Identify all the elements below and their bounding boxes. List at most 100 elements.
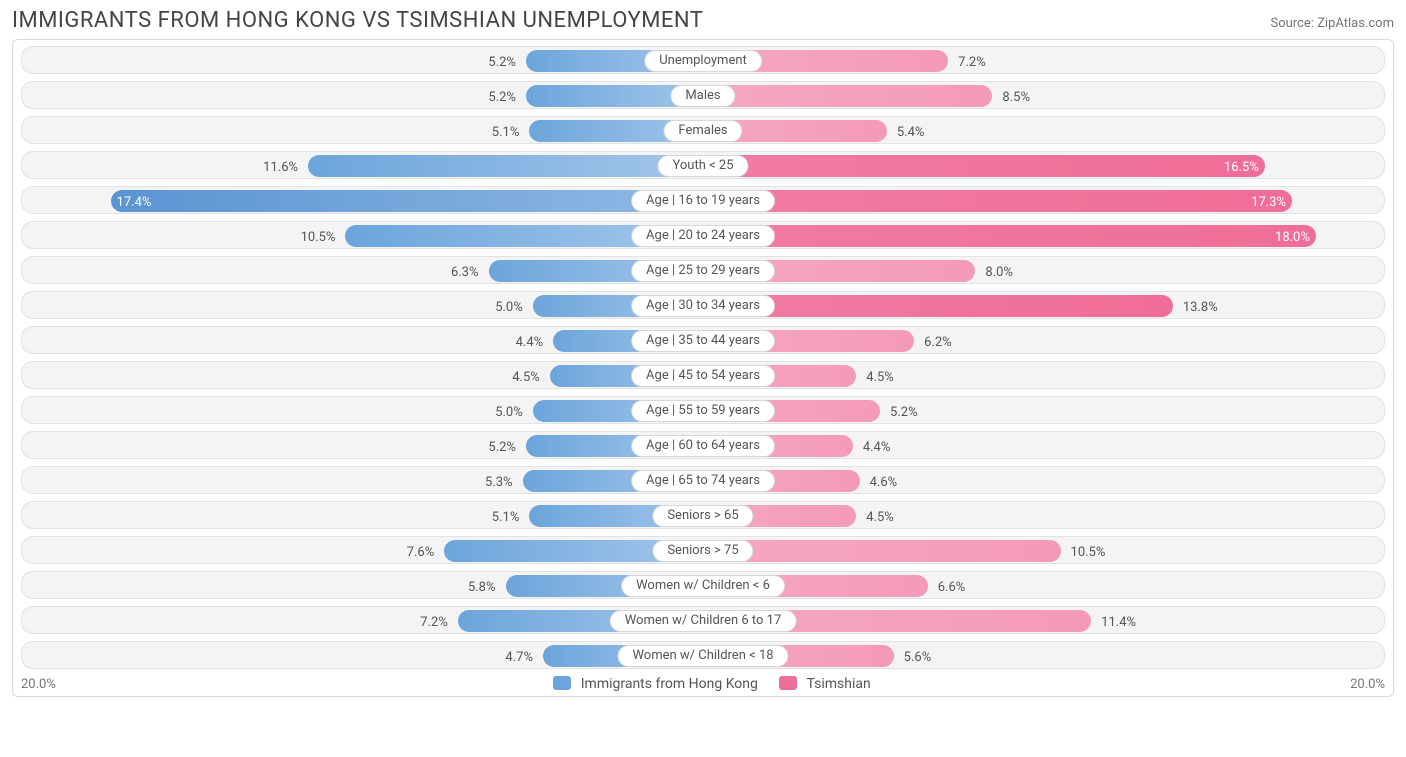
chart-rows-container: 5.2%7.2%Unemployment5.2%8.5%Males5.1%5.4… (21, 46, 1385, 669)
row-left-half: 7.2% (22, 607, 703, 633)
bar-left: 17.4% (111, 190, 703, 212)
row-right-half: 4.5% (703, 362, 1384, 388)
bar-left: 11.6% (308, 155, 703, 177)
axis-max-left: 20.0% (21, 677, 81, 692)
category-label: Age | 65 to 74 years (631, 470, 775, 492)
value-label-right: 8.5% (992, 88, 1030, 108)
category-label: Age | 60 to 64 years (631, 435, 775, 457)
category-label: Women w/ Children < 18 (617, 645, 788, 667)
chart-row: 7.6%10.5%Seniors > 75 (21, 536, 1385, 564)
value-label-left: 5.3% (485, 473, 523, 493)
row-right-half: 6.6% (703, 572, 1384, 598)
chart-row: 5.3% 4.6% Age | 65 to 74 years (21, 466, 1385, 494)
value-label-right: 16.5% (1224, 158, 1259, 178)
row-right-half: 18.0% (703, 222, 1384, 248)
category-label: Males (670, 85, 735, 107)
row-right-half: 10.5% (703, 537, 1384, 563)
value-label-left: 11.6% (263, 158, 308, 178)
bar-right: 17.3% (703, 190, 1292, 212)
value-label-right: 8.0% (975, 263, 1013, 283)
row-right-half: 8.0% (703, 257, 1384, 283)
chart-row: 5.2%8.5%Males (21, 81, 1385, 109)
row-right-half: 8.5% (703, 82, 1384, 108)
legend-swatch-left (553, 676, 571, 690)
legend-swatch-right (779, 676, 797, 690)
row-left-half: 6.3% (22, 257, 703, 283)
value-label-left: 5.0% (495, 298, 533, 318)
row-left-half: 5.0% (22, 292, 703, 318)
chart-header: IMMIGRANTS FROM HONG KONG VS TSIMSHIAN U… (12, 8, 1394, 33)
row-right-half: 5.6% (703, 642, 1384, 668)
row-right-half: 13.8% (703, 292, 1384, 318)
axis-max-right: 20.0% (1325, 677, 1385, 692)
category-label: Age | 45 to 54 years (631, 365, 775, 387)
legend-label-right: Tsimshian (807, 676, 871, 692)
value-label-left: 5.2% (488, 438, 526, 458)
row-right-half: 5.2% (703, 397, 1384, 423)
category-label: Age | 20 to 24 years (631, 225, 775, 247)
row-left-half: 11.6% (22, 152, 703, 178)
category-label: Women w/ Children 6 to 17 (610, 610, 797, 632)
value-label-left: 4.5% (512, 368, 550, 388)
value-label-left: 7.2% (420, 613, 458, 633)
value-label-right: 5.6% (894, 648, 932, 668)
value-label-right: 4.6% (860, 473, 898, 493)
chart-row: 11.6% 16.5% Youth < 25 (21, 151, 1385, 179)
row-left-half: 5.0% (22, 397, 703, 423)
value-label-right: 7.2% (948, 53, 986, 73)
row-left-half: 17.4% (22, 187, 703, 213)
chart-row: 5.1%5.4%Females (21, 116, 1385, 144)
bar-right: 10.5% (703, 540, 1061, 562)
value-label-left: 7.6% (407, 543, 445, 563)
value-label-left: 5.2% (488, 88, 526, 108)
row-right-half: 16.5% (703, 152, 1384, 178)
row-left-half: 5.2% (22, 47, 703, 73)
value-label-left: 4.4% (516, 333, 554, 353)
row-left-half: 5.8% (22, 572, 703, 598)
value-label-left: 5.1% (492, 508, 530, 528)
chart-footer: 20.0% Immigrants from Hong Kong Tsimshia… (21, 676, 1385, 692)
category-label: Age | 16 to 19 years (631, 190, 775, 212)
value-label-right: 11.4% (1091, 613, 1136, 633)
category-label: Youth < 25 (657, 155, 748, 177)
value-label-right: 6.2% (914, 333, 952, 353)
value-label-left: 17.4% (117, 193, 152, 213)
row-right-half: 5.4% (703, 117, 1384, 143)
chart-row: 4.5% 4.5% Age | 45 to 54 years (21, 361, 1385, 389)
bar-right: 8.5% (703, 85, 992, 107)
chart-row: 4.7% 5.6% Women w/ Children < 18 (21, 641, 1385, 669)
row-left-half: 10.5% (22, 222, 703, 248)
chart-row: 5.8% 6.6% Women w/ Children < 6 (21, 571, 1385, 599)
row-right-half: 4.6% (703, 467, 1384, 493)
chart-row: 5.0%5.2%Age | 55 to 59 years (21, 396, 1385, 424)
bar-right: 18.0% (703, 225, 1316, 247)
row-right-half: 11.4% (703, 607, 1384, 633)
category-label: Age | 25 to 29 years (631, 260, 775, 282)
value-label-left: 4.7% (505, 648, 543, 668)
value-label-left: 5.0% (495, 403, 533, 423)
diverging-bar-chart: 5.2%7.2%Unemployment5.2%8.5%Males5.1%5.4… (12, 39, 1394, 697)
row-left-half: 5.3% (22, 467, 703, 493)
value-label-right: 5.2% (880, 403, 918, 423)
value-label-left: 5.1% (492, 123, 530, 143)
legend-label-left: Immigrants from Hong Kong (581, 676, 758, 692)
category-label: Unemployment (644, 50, 762, 72)
row-left-half: 4.7% (22, 642, 703, 668)
chart-row: 5.1%4.5%Seniors > 65 (21, 501, 1385, 529)
value-label-left: 10.5% (301, 228, 346, 248)
chart-source: Source: ZipAtlas.com (1270, 16, 1394, 31)
value-label-right: 4.5% (856, 368, 894, 388)
value-label-right: 6.6% (928, 578, 966, 598)
row-right-half: 6.2% (703, 327, 1384, 353)
row-left-half: 7.6% (22, 537, 703, 563)
row-left-half: 4.5% (22, 362, 703, 388)
row-left-half: 4.4% (22, 327, 703, 353)
value-label-right: 13.8% (1173, 298, 1218, 318)
value-label-left: 5.8% (468, 578, 506, 598)
chart-legend: Immigrants from Hong Kong Tsimshian (81, 676, 1325, 692)
row-left-half: 5.2% (22, 82, 703, 108)
row-left-half: 5.2% (22, 432, 703, 458)
chart-row: 17.4% 17.3%Age | 16 to 19 years (21, 186, 1385, 214)
chart-row: 7.2% 11.4% Women w/ Children 6 to 17 (21, 606, 1385, 634)
category-label: Women w/ Children < 6 (621, 575, 785, 597)
